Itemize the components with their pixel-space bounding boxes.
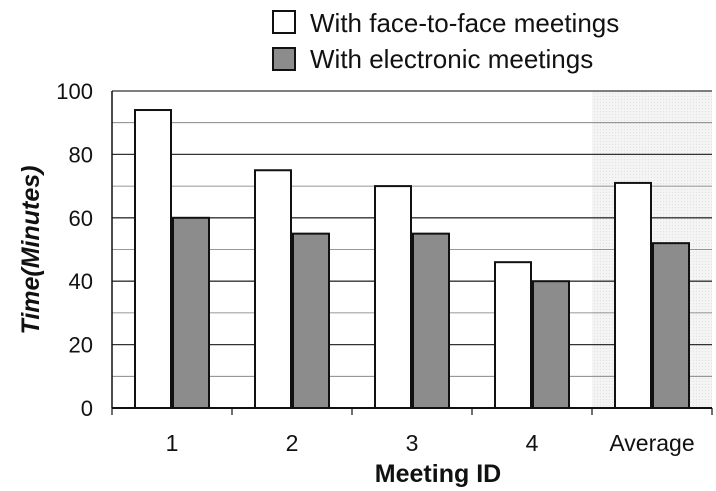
legend-label-electronic: With electronic meetings [310, 44, 593, 74]
y-axis-title: Time(Minutes) [17, 166, 45, 335]
x-tick-label: 4 [526, 430, 539, 456]
x-axis-title: Meeting ID [375, 460, 501, 488]
y-tick-label: 60 [69, 206, 93, 231]
bar-face-to-face-1 [134, 109, 172, 410]
y-tick-label: 100 [56, 79, 93, 104]
y-tick-label: 20 [69, 333, 93, 358]
y-tick-label: 0 [81, 396, 93, 421]
x-tick-label: 2 [286, 430, 299, 456]
y-tick-label: 40 [69, 269, 93, 294]
x-tick-label: Average [609, 430, 694, 456]
y-tick-labels: 0 20 40 60 80 100 [56, 79, 93, 421]
bar-electronic-2 [292, 232, 330, 409]
legend-swatch-electronic [272, 47, 296, 71]
x-tick-labels: 1 2 3 4 Average [166, 430, 695, 456]
legend: With face-to-face meetings With electron… [272, 8, 619, 74]
bar-face-to-face-4 [494, 261, 532, 409]
legend-label-face-to-face: With face-to-face meetings [310, 8, 619, 38]
x-tick-label: 3 [406, 430, 419, 456]
bar-electronic-average [652, 242, 690, 409]
bar-electronic-3 [412, 232, 450, 409]
y-tick-label: 80 [69, 142, 93, 167]
legend-swatch-face-to-face [272, 10, 296, 34]
axes [111, 91, 713, 415]
bar-electronic-4 [532, 280, 570, 410]
bar-electronic-1 [172, 216, 210, 409]
bar-face-to-face-average [614, 181, 652, 409]
bars [134, 109, 690, 410]
x-tick-label: 1 [166, 430, 179, 456]
bar-face-to-face-2 [254, 169, 292, 409]
bar-face-to-face-3 [374, 185, 412, 409]
